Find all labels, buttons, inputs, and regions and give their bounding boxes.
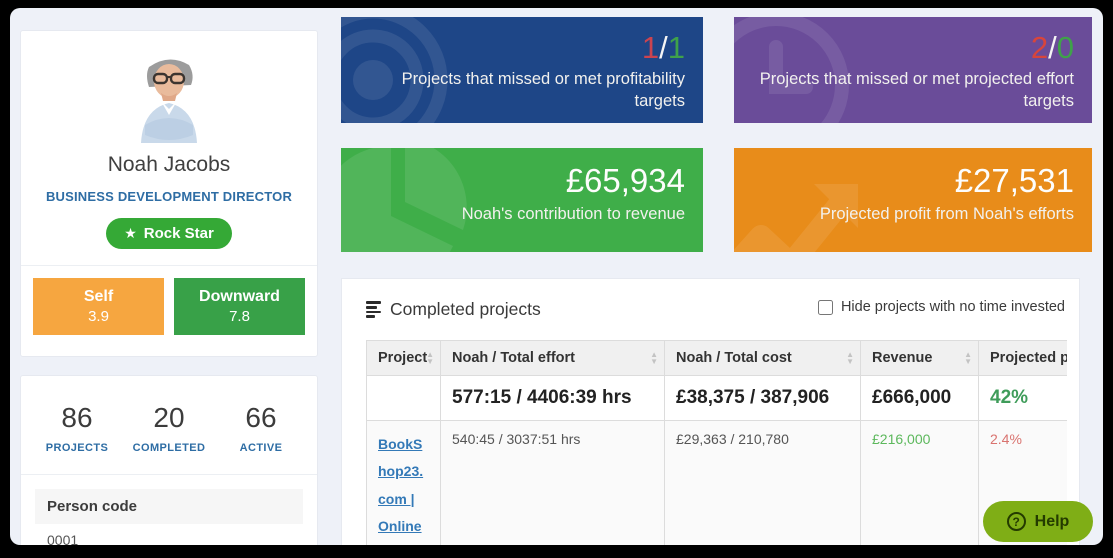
effort-ratio: 2/0 (1030, 30, 1074, 65)
active-count: 66 (245, 402, 277, 433)
summary-row: 577:15 / 4406:39 hrs £38,375 / 387,906 £… (366, 375, 1067, 421)
hide-projects-label: Hide projects with no time invested (840, 299, 1065, 315)
projected-profit-tile: £27,531 Projected profit from Noah's eff… (734, 148, 1092, 252)
profit-amount: £27,531 (954, 162, 1074, 199)
list-icon (366, 301, 381, 318)
help-button[interactable]: Help (983, 501, 1093, 542)
question-icon (1006, 512, 1026, 531)
hide-projects-checkbox[interactable] (817, 299, 833, 315)
sort-icon[interactable] (650, 351, 658, 365)
summary-effort: 577:15 / 4406:39 hrs (440, 375, 665, 421)
panel-title: Completed projects (366, 299, 541, 320)
stats-card: 86 PROJECTS 20 COMPLETED 66 ACTIVE Perso… (20, 375, 318, 545)
revenue-amount: £65,934 (565, 162, 685, 199)
row-cost: £29,363 / 210,780 (664, 420, 861, 545)
dashboard-screen: Noah Jacobs BUSINESS DEVELOPMENT DIRECTO… (10, 8, 1103, 545)
divider (21, 265, 317, 266)
self-score-box: Self 3.9 (33, 278, 164, 335)
stats-row: 86 PROJECTS 20 COMPLETED 66 ACTIVE (21, 376, 317, 474)
completed-label: COMPLETED (132, 442, 206, 454)
projects-count: 86 (61, 402, 93, 433)
sort-icon[interactable] (426, 351, 434, 365)
score-boxes: Self 3.9 Downward 7.8 (21, 278, 317, 335)
sort-icon[interactable] (846, 351, 854, 365)
col-cost[interactable]: Noah / Total cost (664, 340, 861, 376)
rock-star-badge: Rock Star (106, 218, 232, 249)
person-name: Noah Jacobs (107, 153, 231, 176)
profitability-targets-tile: 1/1 Projects that missed or met profitab… (341, 17, 703, 123)
projects-table-wrapper: Project Noah / Total effort Noah / Total… (366, 340, 1067, 545)
tile-description: Projects that missed or met profitabilit… (401, 70, 685, 111)
effort-targets-tile: 2/0 Projects that missed or met projecte… (734, 17, 1092, 123)
projects-table: Project Noah / Total effort Noah / Total… (366, 340, 1067, 545)
col-effort[interactable]: Noah / Total effort (440, 340, 665, 376)
summary-projected-profit: 42% (978, 375, 1067, 421)
hide-projects-toggle[interactable]: Hide projects with no time invested (817, 299, 1065, 315)
stat-active: 66 ACTIVE (215, 402, 307, 454)
help-label: Help (1034, 512, 1070, 530)
revenue-contribution-tile: £65,934 Noah's contribution to revenue (341, 148, 703, 252)
downward-score-box: Downward 7.8 (174, 278, 305, 335)
badge-label: Rock Star (143, 225, 214, 242)
completed-count: 20 (153, 402, 185, 433)
self-score-value: 3.9 (88, 308, 109, 325)
met-count: 0 (1056, 30, 1074, 65)
person-role: BUSINESS DEVELOPMENT DIRECTOR (45, 189, 293, 204)
row-revenue: £216,000 (860, 420, 979, 545)
completed-projects-panel: Completed projects Hide projects with no… (341, 278, 1080, 545)
profitability-ratio: 1/1 (641, 30, 685, 65)
downward-score-value: 7.8 (229, 308, 250, 325)
stat-projects: 86 PROJECTS (31, 402, 123, 454)
missed-count: 2 (1030, 30, 1049, 65)
project-link[interactable]: BookShop23.com | Online Book store (378, 436, 424, 534)
projects-label: PROJECTS (45, 442, 109, 454)
summary-revenue: £666,000 (860, 375, 979, 421)
table-row: BookShop23.com | Online Book store 540:4… (366, 420, 1067, 545)
active-label: ACTIVE (239, 442, 283, 454)
tile-description: Projects that missed or met projected ef… (759, 70, 1074, 111)
stat-completed: 20 COMPLETED (123, 402, 215, 454)
star-icon (124, 225, 137, 242)
row-effort: 540:45 / 3037:51 hrs (440, 420, 665, 545)
profile-card: Noah Jacobs BUSINESS DEVELOPMENT DIRECTO… (20, 30, 318, 357)
self-score-label: Self (83, 288, 114, 305)
person-code-header: Person code (35, 489, 303, 524)
tile-description: Projected profit from Noah's efforts (819, 204, 1074, 223)
col-revenue[interactable]: Revenue (860, 340, 979, 376)
summary-project-cell (366, 375, 441, 421)
person-code-value: 0001 (47, 532, 79, 545)
missed-count: 1 (641, 30, 660, 65)
col-project[interactable]: Project (366, 340, 441, 376)
downward-score-label: Downward (199, 288, 280, 305)
met-count: 1 (667, 30, 685, 65)
summary-cost: £38,375 / 387,906 (664, 375, 861, 421)
col-projected-profit[interactable]: Projected profit (978, 340, 1067, 376)
divider (21, 474, 317, 475)
sort-icon[interactable] (964, 351, 972, 365)
avatar (121, 47, 217, 143)
tile-description: Noah's contribution to revenue (461, 204, 685, 223)
